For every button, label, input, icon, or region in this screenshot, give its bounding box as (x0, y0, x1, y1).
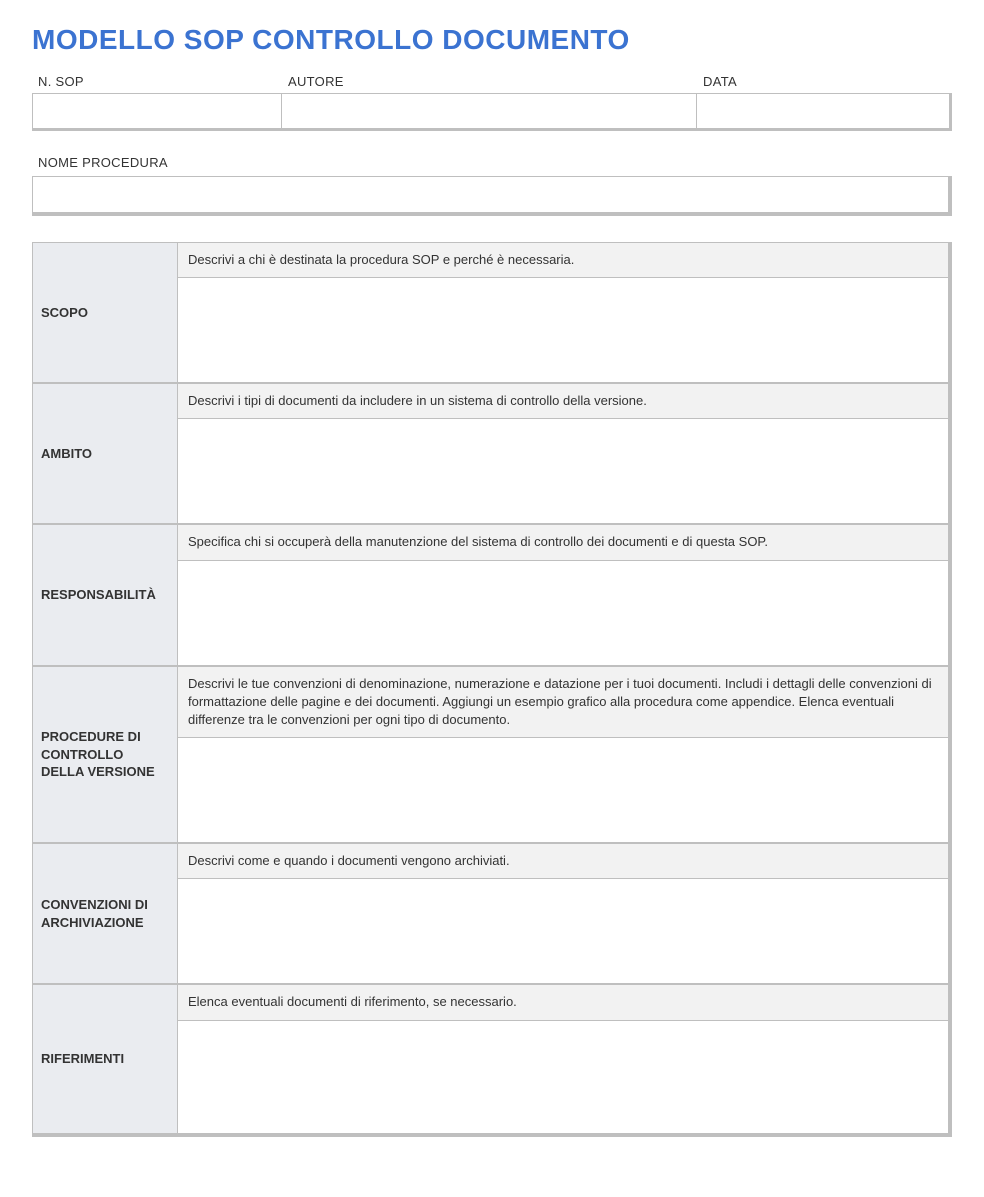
section-description: Descrivi come e quando i documenti vengo… (178, 844, 948, 879)
section-content: Elenca eventuali documenti di riferiment… (178, 985, 948, 1132)
header-inputs-row (32, 93, 952, 131)
section-label: RIFERIMENTI (33, 985, 178, 1132)
section-row: SCOPODescrivi a chi è destinata la proce… (33, 243, 948, 384)
header-labels-row: N. SOP AUTORE DATA (32, 74, 952, 89)
procedure-name-label: NOME PROCEDURA (32, 155, 952, 170)
section-body-input[interactable] (178, 419, 948, 523)
section-description: Elenca eventuali documenti di riferiment… (178, 985, 948, 1020)
section-content: Descrivi a chi è destinata la procedura … (178, 243, 948, 382)
section-label: CONVENZIONI DI ARCHIVIAZIONE (33, 844, 178, 983)
section-row: PROCEDURE DI CONTROLLO DELLA VERSIONEDes… (33, 667, 948, 845)
author-input[interactable] (282, 93, 697, 131)
section-description: Specifica chi si occuperà della manutenz… (178, 525, 948, 560)
section-label: AMBITO (33, 384, 178, 523)
section-label: RESPONSABILITÀ (33, 525, 178, 664)
date-label: DATA (697, 74, 952, 89)
sections-table: SCOPODescrivi a chi è destinata la proce… (32, 242, 952, 1137)
section-content: Descrivi le tue convenzioni di denominaz… (178, 667, 948, 843)
procedure-name-input[interactable] (32, 176, 952, 216)
sop-number-input[interactable] (32, 93, 282, 131)
section-label: PROCEDURE DI CONTROLLO DELLA VERSIONE (33, 667, 178, 843)
section-body-input[interactable] (178, 1021, 948, 1133)
author-label: AUTORE (282, 74, 697, 89)
section-row: CONVENZIONI DI ARCHIVIAZIONEDescrivi com… (33, 844, 948, 985)
section-row: RESPONSABILITÀSpecifica chi si occuperà … (33, 525, 948, 666)
section-row: AMBITODescrivi i tipi di documenti da in… (33, 384, 948, 525)
section-row: RIFERIMENTIElenca eventuali documenti di… (33, 985, 948, 1132)
section-content: Descrivi i tipi di documenti da includer… (178, 384, 948, 523)
section-content: Specifica chi si occuperà della manutenz… (178, 525, 948, 664)
sop-number-label: N. SOP (32, 74, 282, 89)
section-description: Descrivi le tue convenzioni di denominaz… (178, 667, 948, 739)
section-body-input[interactable] (178, 278, 948, 382)
section-label: SCOPO (33, 243, 178, 382)
section-body-input[interactable] (178, 738, 948, 842)
page-title: MODELLO SOP CONTROLLO DOCUMENTO (32, 24, 952, 56)
section-body-input[interactable] (178, 879, 948, 983)
section-description: Descrivi a chi è destinata la procedura … (178, 243, 948, 278)
section-description: Descrivi i tipi di documenti da includer… (178, 384, 948, 419)
section-body-input[interactable] (178, 561, 948, 665)
date-input[interactable] (697, 93, 952, 131)
section-content: Descrivi come e quando i documenti vengo… (178, 844, 948, 983)
